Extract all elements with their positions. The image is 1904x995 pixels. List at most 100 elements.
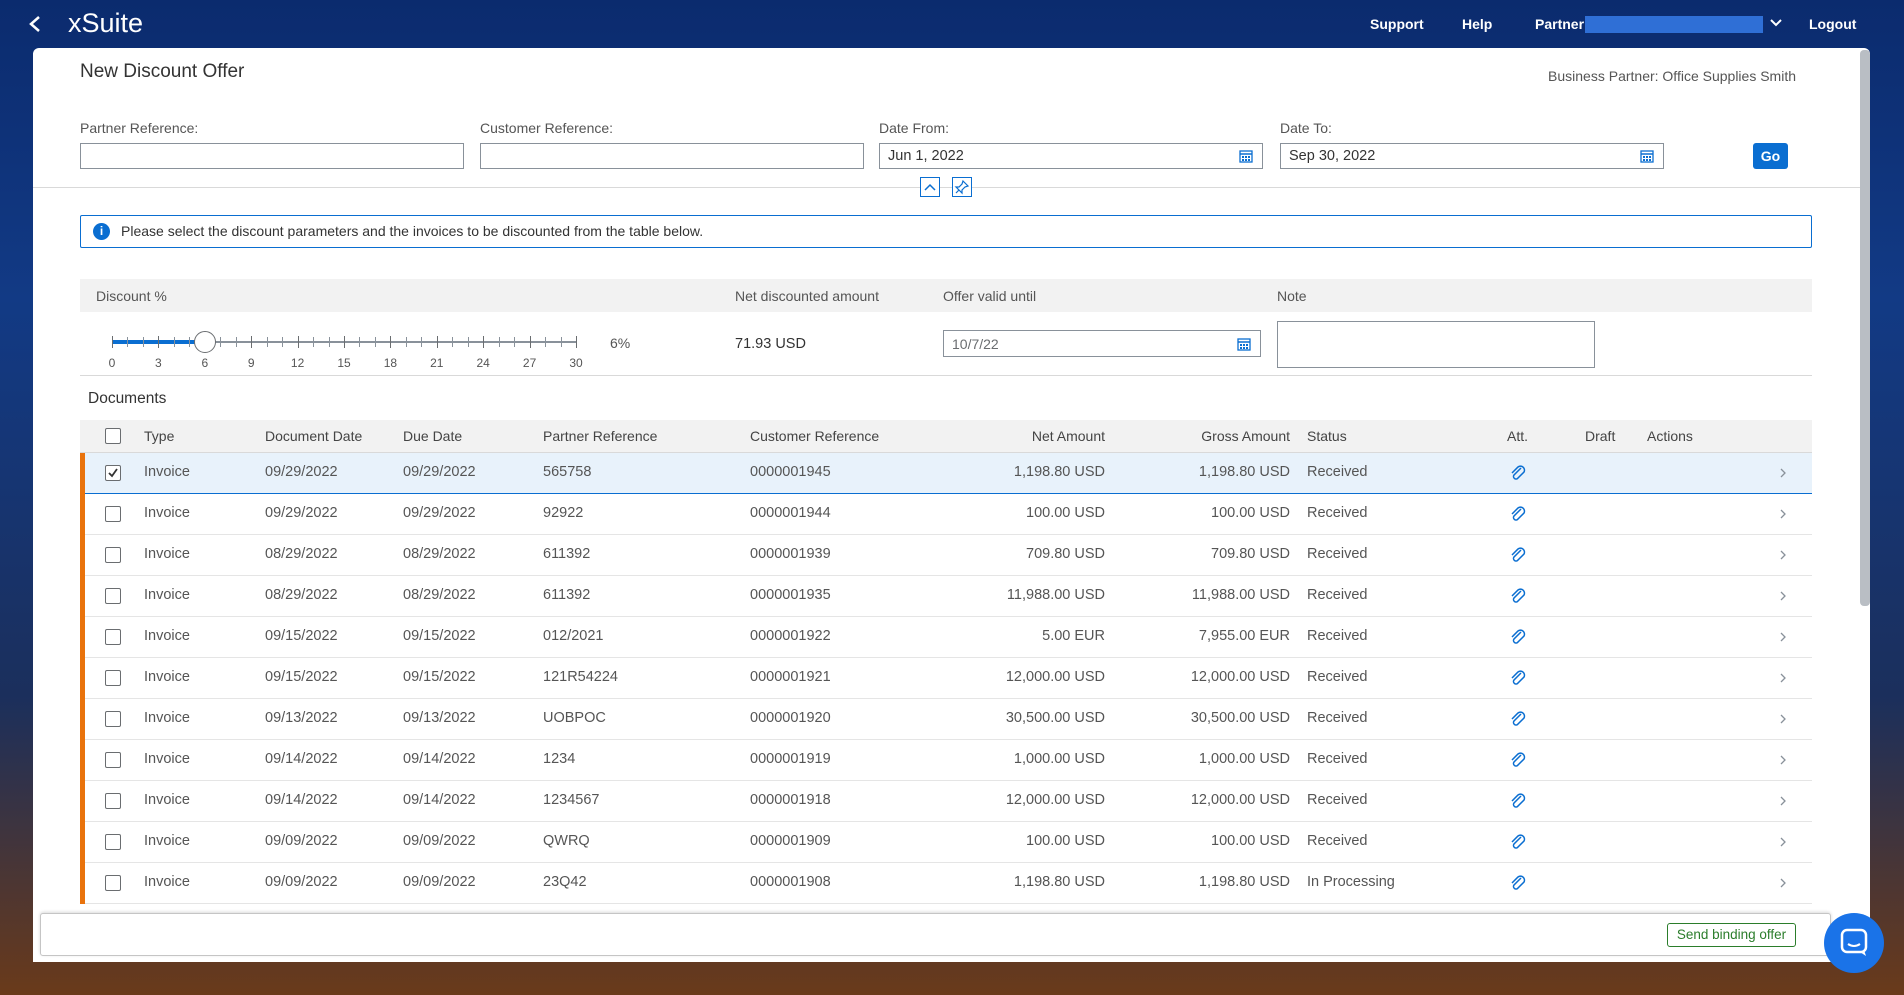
go-button[interactable]: Go (1753, 143, 1788, 169)
row-checkbox[interactable] (105, 588, 121, 604)
row-checkbox[interactable] (105, 834, 121, 850)
table-cell: Invoice (144, 874, 190, 890)
column-header: Actions (1647, 428, 1693, 444)
attachment-icon[interactable] (1509, 669, 1527, 687)
attachment-icon[interactable] (1509, 628, 1527, 646)
table-cell: 09/29/2022 (265, 505, 338, 521)
row-checkbox[interactable] (105, 752, 121, 768)
table-row[interactable] (80, 863, 1812, 904)
table-cell: 08/29/2022 (265, 546, 338, 562)
table-cell: 09/09/2022 (265, 833, 338, 849)
table-cell: 1234567 (543, 792, 599, 808)
partner-select[interactable] (1585, 16, 1763, 33)
table-cell: 0000001939 (750, 546, 831, 562)
table-cell: 100.00 USD (1026, 505, 1105, 521)
send-offer-button[interactable]: Send binding offer (1667, 923, 1796, 947)
row-checkbox[interactable] (105, 506, 121, 522)
table-cell: Received (1307, 546, 1367, 562)
row-navigation[interactable] (1777, 712, 1789, 726)
row-checkbox[interactable] (105, 875, 121, 891)
scrollbar (1860, 50, 1870, 606)
table-row[interactable] (80, 658, 1812, 699)
attachment-icon[interactable] (1509, 751, 1527, 769)
calendar-icon[interactable] (1640, 149, 1654, 163)
table-cell: Received (1307, 833, 1367, 849)
row-checkbox[interactable] (105, 793, 121, 809)
table-cell: 12,000.00 USD (1006, 669, 1105, 685)
attachment-icon[interactable] (1509, 833, 1527, 851)
table-cell: 09/14/2022 (265, 792, 338, 808)
slider-handle[interactable] (194, 331, 216, 353)
slider-minor-tick (143, 337, 144, 347)
attachment-icon[interactable] (1509, 546, 1527, 564)
row-navigation[interactable] (1777, 876, 1789, 890)
row-checkbox[interactable] (105, 670, 121, 686)
table-cell: 565758 (543, 464, 591, 480)
row-navigation[interactable] (1777, 753, 1789, 767)
table-row[interactable] (80, 453, 1812, 494)
table-cell: 1234 (543, 751, 575, 767)
table-cell: 09/09/2022 (265, 874, 338, 890)
attachment-icon[interactable] (1509, 874, 1527, 892)
table-row[interactable] (80, 822, 1812, 863)
attachment-icon[interactable] (1509, 587, 1527, 605)
row-navigation[interactable] (1777, 507, 1789, 521)
discount-header: Note (1277, 288, 1307, 304)
filter-input[interactable] (80, 143, 464, 169)
row-checkbox[interactable] (105, 465, 121, 481)
row-checkbox[interactable] (105, 711, 121, 727)
slider-value: 6% (610, 335, 630, 351)
table-cell: 12,000.00 USD (1191, 669, 1290, 685)
slider-minor-tick (468, 337, 469, 347)
attachment-icon[interactable] (1509, 792, 1527, 810)
table-cell: 1,198.80 USD (1199, 874, 1290, 890)
note-input[interactable] (1277, 321, 1595, 368)
help-link[interactable]: Help (1462, 16, 1492, 32)
row-checkbox[interactable] (105, 428, 121, 444)
row-navigation[interactable] (1777, 794, 1789, 808)
back-button[interactable] (26, 14, 44, 34)
table-row[interactable] (80, 617, 1812, 658)
table-row[interactable] (80, 781, 1812, 822)
calendar-icon[interactable] (1239, 149, 1253, 163)
chat-button[interactable] (1824, 913, 1884, 973)
collapse-button[interactable] (920, 177, 940, 197)
table-cell: Invoice (144, 792, 190, 808)
attachment-icon[interactable] (1509, 710, 1527, 728)
pin-button[interactable] (952, 177, 972, 197)
row-navigation[interactable] (1777, 466, 1789, 480)
row-navigation[interactable] (1777, 835, 1789, 849)
table-row[interactable] (80, 740, 1812, 781)
table-cell: 09/09/2022 (403, 833, 476, 849)
table-cell: 09/14/2022 (403, 792, 476, 808)
partner-dropdown[interactable] (1768, 14, 1784, 30)
row-highlight (80, 863, 85, 904)
row-checkbox[interactable] (105, 547, 121, 563)
table-row[interactable] (80, 699, 1812, 740)
table-row[interactable] (80, 576, 1812, 617)
attachment-icon[interactable] (1509, 464, 1527, 482)
row-navigation[interactable] (1777, 630, 1789, 644)
slider-minor-tick (174, 337, 175, 347)
row-navigation[interactable] (1777, 589, 1789, 603)
table-cell: Received (1307, 464, 1367, 480)
row-navigation[interactable] (1777, 671, 1789, 685)
slider-tick-label: 15 (329, 356, 359, 370)
calendar-icon[interactable] (1237, 337, 1251, 351)
filter-label: Date From: (879, 120, 949, 136)
row-highlight (80, 781, 85, 822)
slider-minor-tick (406, 337, 407, 347)
table-cell: 09/13/2022 (265, 710, 338, 726)
table-row[interactable] (80, 535, 1812, 576)
row-checkbox[interactable] (105, 629, 121, 645)
row-navigation[interactable] (1777, 548, 1789, 562)
table-cell: Invoice (144, 587, 190, 603)
table-cell: 0000001919 (750, 751, 831, 767)
table-cell: 12,000.00 USD (1191, 792, 1290, 808)
logout-link[interactable]: Logout (1809, 16, 1856, 32)
filter-value: Jun 1, 2022 (888, 148, 964, 164)
filter-input[interactable] (480, 143, 864, 169)
support-link[interactable]: Support (1370, 16, 1424, 32)
attachment-icon[interactable] (1509, 505, 1527, 523)
table-row[interactable] (80, 494, 1812, 535)
